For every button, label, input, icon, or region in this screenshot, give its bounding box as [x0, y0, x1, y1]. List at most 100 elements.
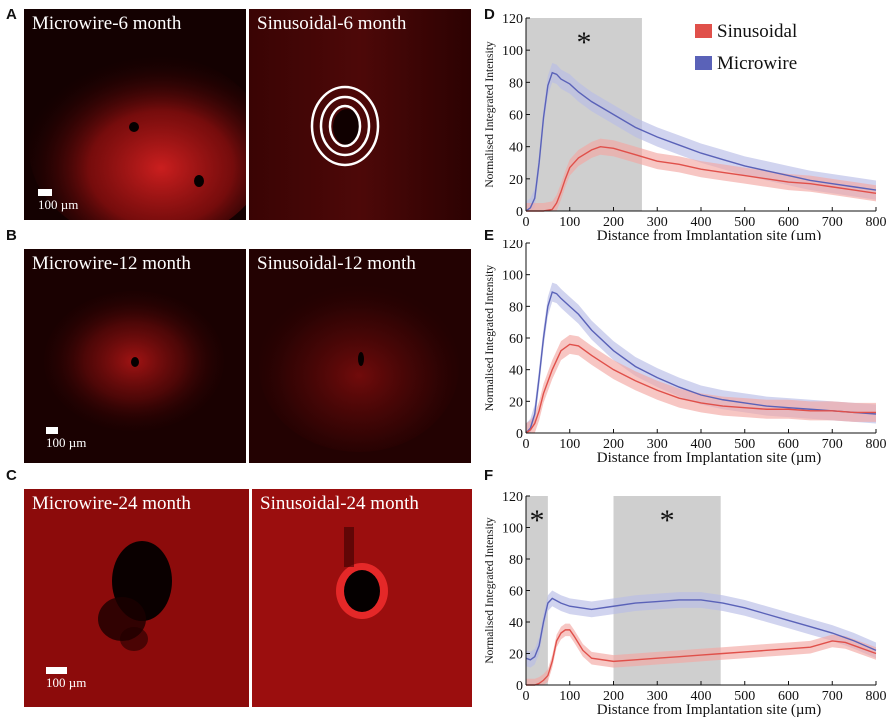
- series-line-microwire: [525, 291, 877, 434]
- y-tick-label: 100: [502, 269, 523, 284]
- x-tick-label: 800: [866, 215, 887, 230]
- series-line-sinusoidal: [526, 629, 877, 686]
- x-axis-label: Distance from Implantation site (µm): [597, 228, 821, 240]
- micrograph-title: Microwire-12 month: [32, 253, 191, 274]
- series-line-sinusoidal: [525, 343, 876, 434]
- x-axis-label: Distance from Implantation site (µm): [597, 450, 821, 466]
- x-tick-label: 600: [778, 437, 799, 452]
- y-tick-label: 100: [502, 44, 523, 59]
- y-tick-label: 100: [502, 522, 523, 537]
- y-tick-label: 0: [516, 427, 523, 442]
- scale-bar: 100 µm: [46, 667, 86, 691]
- x-tick-label: 300: [647, 689, 668, 704]
- x-tick-label: 400: [691, 437, 712, 452]
- y-tick-label: 80: [509, 76, 523, 91]
- x-tick-label: 0: [523, 437, 530, 452]
- x-tick-label: 100: [559, 215, 580, 230]
- x-tick-label: 700: [822, 689, 843, 704]
- micrograph-sinusoidal-24-month: Sinusoidal-24 month: [252, 489, 472, 707]
- series-band-microwire: [526, 590, 876, 668]
- y-axis-label: Normalised Integrated Intensity: [484, 265, 496, 412]
- scale-bar-line: [46, 667, 67, 674]
- y-tick-label: 20: [509, 173, 523, 188]
- panel-label-c: C: [6, 467, 17, 484]
- series-line-microwire: [525, 597, 877, 661]
- scale-bar: 100 µm: [38, 189, 78, 213]
- x-tick-label: 200: [603, 215, 624, 230]
- y-tick-label: 40: [509, 616, 523, 631]
- chart-panel-d: * 0 100 200 300 400 500 600 700 800 0 20 40 60 80 100 12…: [482, 0, 892, 240]
- x-tick-label: 500: [734, 215, 755, 230]
- micrograph-microwire-6-month: Microwire-6 month 100 µm: [24, 9, 246, 220]
- x-axis-label: Distance from Implantation site (µm): [597, 702, 821, 718]
- x-tick-label: 200: [603, 689, 624, 704]
- scale-bar: 100 µm: [46, 427, 86, 451]
- panel-label-b: B: [6, 227, 17, 244]
- x-tick-label: 700: [822, 215, 843, 230]
- x-tick-label: 400: [691, 215, 712, 230]
- y-tick-label: 20: [509, 648, 523, 663]
- micrograph-title: Sinusoidal-24 month: [260, 493, 419, 514]
- x-tick-label: 400: [691, 689, 712, 704]
- x-tick-label: 0: [523, 215, 530, 230]
- legend-swatch-microwire: [695, 56, 712, 70]
- x-tick-label: 600: [778, 215, 799, 230]
- micrograph-microwire-24-month: Microwire-24 month 100 µm: [24, 489, 249, 707]
- x-tick-label: 600: [778, 689, 799, 704]
- significance-star: *: [660, 504, 675, 537]
- micrograph-title: Microwire-24 month: [32, 493, 191, 514]
- chart-f-svg: * * 0 100 200 300 400 500 600 700 800 0 20 40 60 80 100 1…: [484, 490, 887, 718]
- chart-e-svg: 0 100 200 300 400 500 600 700 800 0 20 40 60 80 100 120…: [484, 240, 887, 466]
- chart-panel-e: 0 100 200 300 400 500 600 700 800 0 20 40 60 80 100 120…: [482, 240, 892, 480]
- y-tick-label: 60: [509, 109, 523, 124]
- micrograph-title: Microwire-6 month: [32, 13, 182, 34]
- y-axis-label: Normalised Integrated Intensity: [484, 41, 496, 188]
- y-tick-label: 0: [516, 205, 523, 220]
- x-tick-label: 800: [866, 437, 887, 452]
- x-tick-label: 800: [866, 689, 887, 704]
- x-tick-label: 100: [559, 437, 580, 452]
- scale-bar-label: 100 µm: [46, 435, 87, 450]
- series-line-microwire: [525, 71, 877, 212]
- y-tick-label: 40: [509, 141, 523, 156]
- significance-star: *: [529, 504, 544, 537]
- x-tick-label: 300: [647, 215, 668, 230]
- y-tick-label: 120: [502, 240, 523, 252]
- y-axis-label: Normalised Integrated Intensity: [484, 517, 496, 664]
- scale-bar-label: 100 µm: [38, 197, 79, 212]
- panel-label-e: E: [484, 227, 495, 244]
- scale-bar-line: [46, 427, 58, 434]
- x-tick-label: 700: [822, 437, 843, 452]
- y-tick-label: 0: [516, 679, 523, 694]
- shaded-region: [526, 496, 548, 685]
- series-line-sinusoidal: [526, 145, 877, 212]
- x-tick-label: 500: [734, 689, 755, 704]
- chart-d-svg: * 0 100 200 300 400 500 600 700 800 0 20 40 60 80 100 12…: [484, 12, 887, 240]
- micrograph-sinusoidal-12-month: Sinusoidal-12 month: [249, 249, 471, 463]
- x-tick-label: 100: [559, 689, 580, 704]
- micrograph-title: Sinusoidal-6 month: [257, 13, 407, 34]
- y-tick-label: 60: [509, 585, 523, 600]
- y-tick-label: 60: [509, 332, 523, 347]
- series-band-sinusoidal: [526, 623, 876, 685]
- panel-label-a: A: [6, 6, 17, 23]
- x-tick-label: 300: [647, 437, 668, 452]
- x-tick-label: 200: [603, 437, 624, 452]
- y-tick-label: 20: [509, 395, 523, 410]
- x-tick-label: 500: [734, 437, 755, 452]
- scale-bar-label: 100 µm: [46, 675, 87, 690]
- legend-label-microwire: Microwire: [717, 53, 797, 74]
- y-tick-label: 80: [509, 300, 523, 315]
- y-tick-label: 120: [502, 12, 523, 27]
- scale-bar-line: [38, 189, 52, 196]
- micrograph-sinusoidal-6-month: Sinusoidal-6 month: [249, 9, 471, 220]
- y-tick-label: 40: [509, 364, 523, 379]
- y-tick-label: 120: [502, 490, 523, 505]
- micrograph-title: Sinusoidal-12 month: [257, 253, 416, 274]
- significance-star: *: [576, 26, 591, 59]
- series-band-sinusoidal: [526, 138, 876, 211]
- chart-panel-f: * * 0 100 200 300 400 500 600 700 800 0 20 40 60 80 100 1…: [482, 480, 892, 727]
- series-band-sinusoidal: [526, 334, 876, 433]
- legend-label-sinusoidal: Sinusoidal: [717, 21, 797, 42]
- panel-label-d: D: [484, 6, 495, 23]
